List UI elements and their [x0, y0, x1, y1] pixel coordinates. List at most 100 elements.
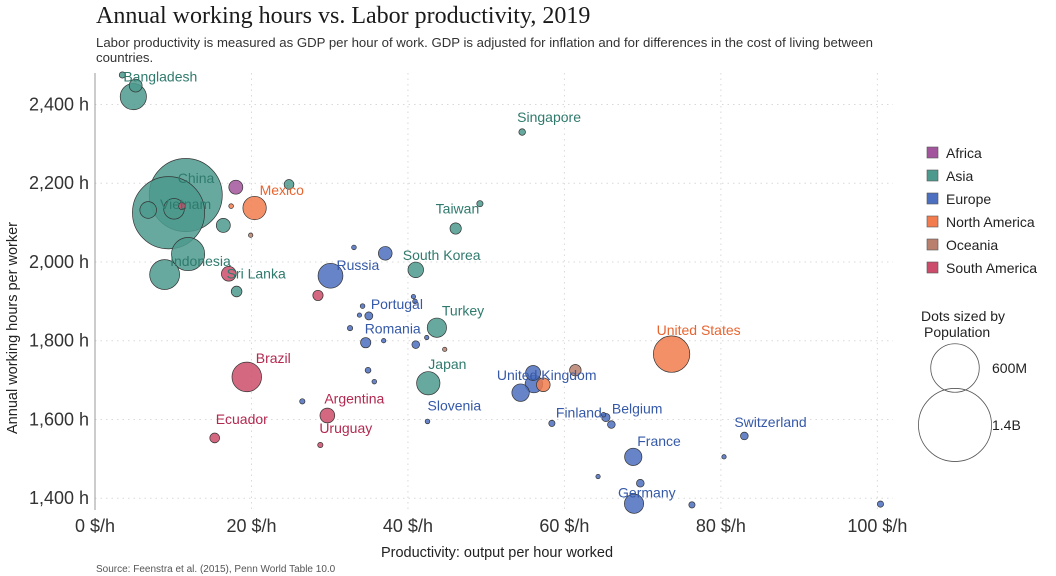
data-point: [230, 285, 243, 298]
data-point: [356, 312, 362, 318]
point-label: Uruguay: [319, 420, 372, 436]
point-label: Russia: [336, 257, 379, 273]
data-point: [595, 473, 601, 480]
point-label: United States: [657, 322, 741, 338]
data-point: [688, 501, 696, 509]
data-point: [424, 335, 430, 341]
data-point: [624, 447, 643, 466]
data-point: [407, 261, 424, 278]
point-label: Slovenia: [428, 397, 482, 413]
grid-lines: [95, 73, 893, 510]
data-point: [128, 78, 143, 93]
point-label: Romania: [365, 321, 421, 337]
y-axis-title: Annual working hours per worker: [5, 222, 21, 434]
data-point: [411, 340, 420, 349]
point-label: Bangladesh: [123, 69, 197, 85]
data-point: [317, 262, 344, 289]
x-tick-label: 0 $/h: [75, 516, 115, 536]
y-tick-label: 1,600 h: [29, 409, 89, 429]
legend-label: Europe: [946, 191, 991, 207]
data-point: [360, 337, 372, 349]
data-point: [351, 244, 357, 251]
data-point: [319, 407, 336, 424]
data-point: [371, 378, 377, 385]
size-legend-title: Dots sized by: [921, 308, 1005, 324]
data-point: [476, 200, 484, 208]
data-point: [449, 222, 462, 235]
point-labels: Bangladesh China Vietnam Indonesia Mexico Sri…: [123, 69, 806, 501]
data-point: [636, 479, 645, 488]
point-label: Taiwan: [436, 201, 480, 217]
legend-swatch: [926, 238, 939, 251]
legend-label: Oceania: [946, 237, 998, 253]
data-point: [118, 71, 126, 79]
data-point: [221, 266, 237, 282]
y-tick-label: 2,000 h: [29, 252, 89, 272]
data-point: [312, 289, 324, 301]
x-tick-label: 60 $/h: [539, 516, 589, 536]
data-point: [359, 303, 366, 309]
data-point: [139, 201, 157, 219]
data-point: [412, 298, 418, 305]
data-point: [525, 365, 541, 381]
data-point: [536, 377, 551, 393]
data-point: [149, 259, 180, 290]
legend-swatch: [926, 261, 939, 274]
point-label: Finland: [556, 404, 602, 420]
data-point: [740, 431, 749, 441]
point-label: Japan: [428, 356, 466, 372]
y-tick-label: 2,400 h: [29, 94, 89, 114]
data-point: [242, 195, 267, 221]
point-label: Vietnam: [160, 196, 211, 212]
data-point: [624, 493, 645, 514]
legend-label: North America: [946, 214, 1035, 230]
data-points: [118, 71, 884, 514]
point-label: Ecuador: [216, 411, 268, 427]
y-tick-label: 1,400 h: [29, 488, 89, 508]
legend-swatch: [926, 169, 939, 182]
y-tick-label: 2,200 h: [29, 173, 89, 193]
data-point: [381, 338, 387, 344]
data-point: [511, 383, 530, 402]
data-point: [426, 317, 447, 338]
data-point: [248, 232, 254, 238]
size-legend-label: 600M: [992, 360, 1027, 376]
data-point: [378, 246, 393, 261]
chart-subtitle: Labor productivity is measured as GDP pe…: [96, 35, 874, 65]
data-point: [416, 371, 441, 396]
size-legend-circle: [930, 343, 980, 393]
x-tick-label: 40 $/h: [383, 516, 433, 536]
data-point: [171, 237, 206, 272]
x-axis-title: Productivity: output per hour worked: [381, 545, 613, 561]
data-point: [877, 500, 884, 508]
point-label: Germany: [618, 485, 676, 501]
data-point: [600, 412, 607, 418]
data-point: [231, 361, 262, 393]
point-label: Turkey: [442, 303, 484, 319]
legend-swatch: [926, 192, 939, 205]
legend-swatch: [926, 146, 939, 159]
point-label: South Korea: [403, 247, 481, 263]
legend-label: Africa: [946, 145, 982, 161]
data-point: [299, 398, 306, 405]
size-legend-circle: [918, 388, 992, 462]
size-legend-title: Population: [924, 324, 990, 340]
data-point: [424, 418, 431, 425]
point-label: Argentina: [324, 391, 384, 407]
point-label: Belgium: [612, 400, 663, 416]
data-point: [518, 128, 526, 136]
source-note: Source: Feenstra et al. (2015), Penn Wor…: [96, 564, 336, 575]
point-label: China: [178, 170, 215, 186]
data-point: [569, 364, 582, 377]
y-tick-label: 1,800 h: [29, 331, 89, 351]
point-label: Switzerland: [734, 414, 806, 430]
data-point: [653, 335, 691, 373]
data-point: [548, 419, 556, 427]
data-point: [317, 442, 324, 449]
axes: 1,400 h 1,600 h 1,800 h 2,000 h 2,200 h 2,400…: [29, 73, 907, 536]
data-point: [228, 179, 244, 195]
x-tick-label: 100 $/h: [847, 516, 907, 536]
point-label: Sri Lanka: [227, 266, 286, 282]
